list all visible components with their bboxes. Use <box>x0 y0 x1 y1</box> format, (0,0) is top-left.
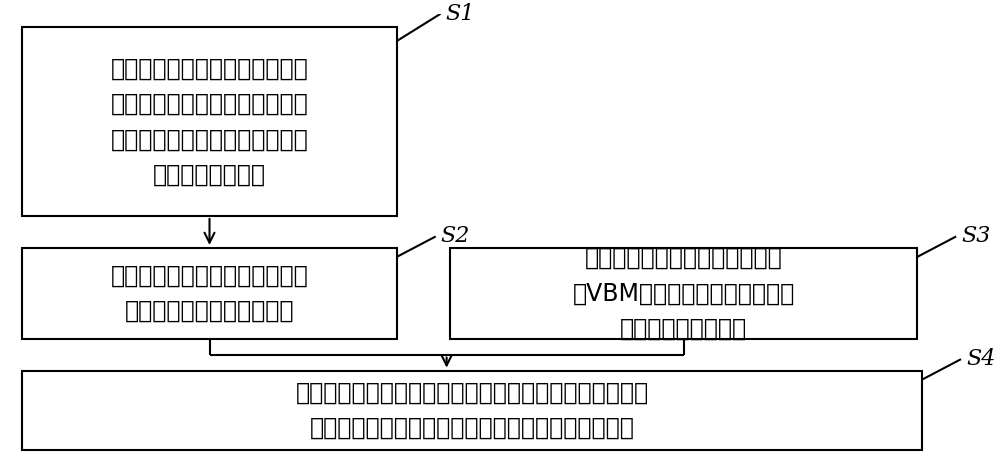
Text: 将所述行为学评分结果与所述映
射模板加权，获得加权模板: 将所述行为学评分结果与所述映 射模板加权，获得加权模板 <box>111 264 308 323</box>
Text: S3: S3 <box>961 226 990 247</box>
Text: S2: S2 <box>441 226 470 247</box>
Text: S4: S4 <box>966 348 995 370</box>
Text: 基于行为学量表，获取测试对象
的行为学评分结果，以及对应于
所述行为学量表的行为学与脑结
构之间的映射模板: 基于行为学量表，获取测试对象 的行为学评分结果，以及对应于 所述行为学量表的行为… <box>111 57 308 187</box>
Text: S1: S1 <box>445 3 475 25</box>
Bar <box>450 248 917 339</box>
Text: 对测试对象的磁共振成像数据进
行VBM分析，获得脑部灰白质体
积异常区域概率模板: 对测试对象的磁共振成像数据进 行VBM分析，获得脑部灰白质体 积异常区域概率模板 <box>573 246 795 341</box>
Text: 将所述加权模板与所述脑部灰白质体积异常区域概率模板
比较，提取同时表现为显著异常的体素作为分析结果: 将所述加权模板与所述脑部灰白质体积异常区域概率模板 比较，提取同时表现为显著异常… <box>296 381 649 440</box>
Bar <box>22 371 922 450</box>
Bar <box>22 27 397 216</box>
Bar <box>22 248 397 339</box>
